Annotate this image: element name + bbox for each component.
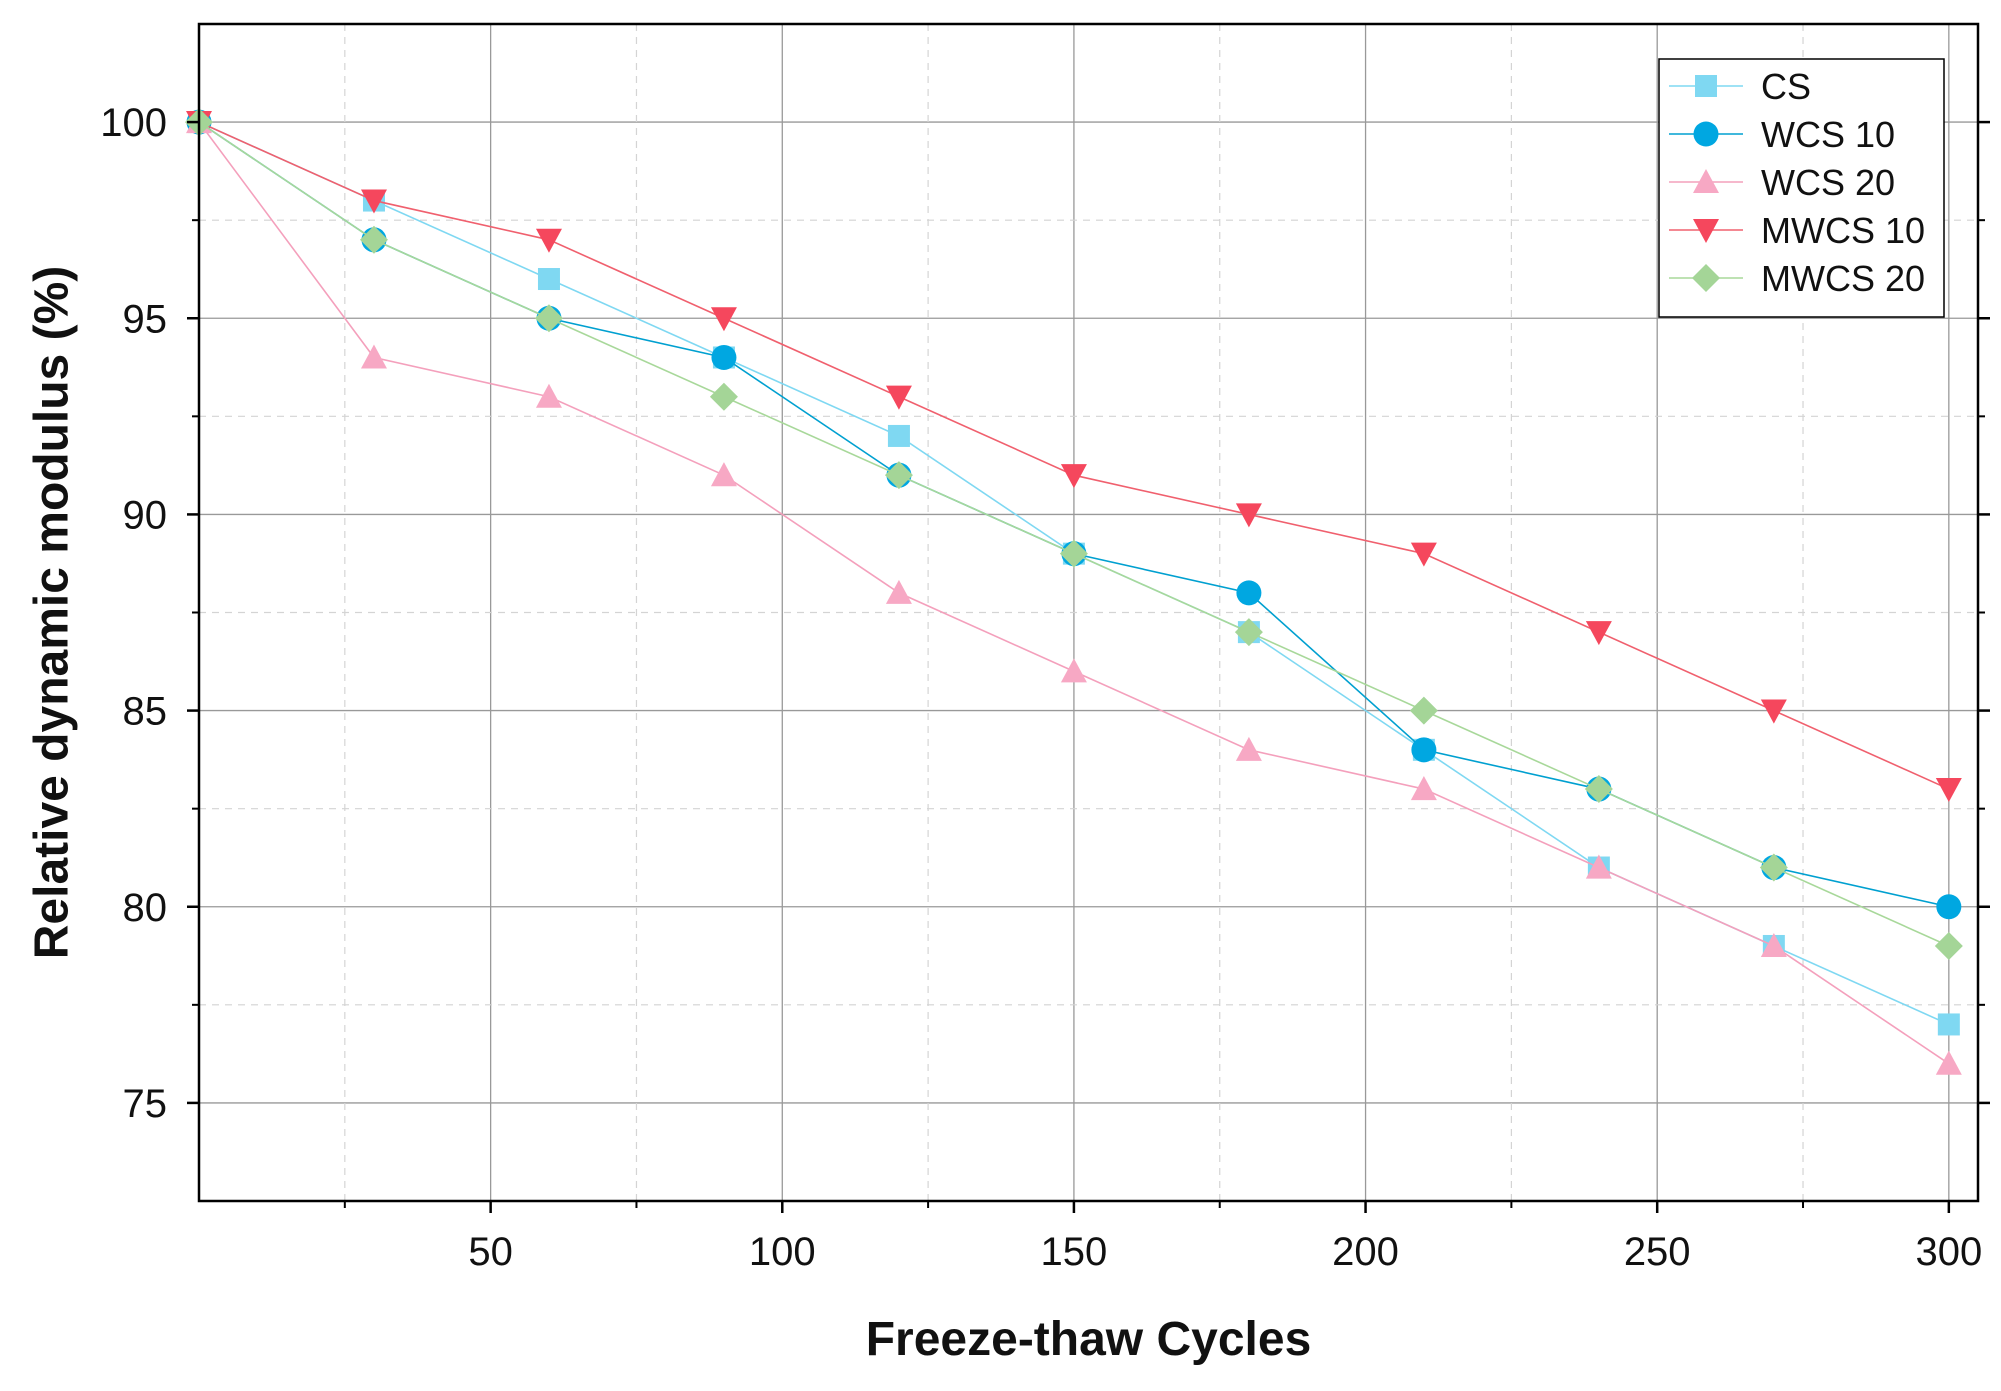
data-point-mwcs-10	[1235, 503, 1262, 528]
y-tick-label: 80	[123, 886, 168, 930]
data-point-wcs-20	[1060, 658, 1087, 683]
legend-label-wcs-10: WCS 10	[1761, 114, 1895, 155]
data-point-wcs-20	[1935, 1050, 1962, 1075]
data-point-wcs-20	[1410, 776, 1437, 801]
data-point-mwcs-10	[1060, 464, 1087, 489]
y-axis-title: Relative dynamic modulus (%)	[26, 266, 79, 960]
legend-marker-cs	[1695, 75, 1717, 97]
legend-label-mwcs-20: MWCS 20	[1761, 258, 1925, 299]
x-axis-title: Freeze-thaw Cycles	[866, 1313, 1312, 1366]
x-tick-label: 100	[749, 1230, 816, 1274]
legend-marker-wcs-20	[1693, 169, 1719, 194]
x-tick-label: 300	[1915, 1230, 1982, 1274]
y-tick-label: 90	[123, 493, 168, 537]
legend-label-mwcs-10: MWCS 10	[1761, 210, 1925, 251]
data-point-mwcs-10	[1410, 542, 1437, 567]
data-point-mwcs-20	[359, 225, 388, 254]
grid-lines	[199, 24, 1978, 1201]
legend: CS WCS 10 WCS 20 MWCS 10 MWCS 20	[1658, 58, 1945, 318]
data-point-wcs-20	[1760, 932, 1787, 958]
legend-item-mwcs-10: MWCS 10	[1669, 210, 1925, 251]
data-point-mwcs-20	[1059, 539, 1088, 568]
data-point-mwcs-10	[1760, 699, 1787, 724]
data-point-wcs-10	[711, 344, 737, 370]
y-tick-label: 85	[123, 690, 168, 734]
data-point-mwcs-10	[1935, 778, 1962, 803]
x-tick-label: 150	[1041, 1230, 1108, 1274]
data-point-wcs-20	[360, 344, 387, 369]
legend-item-cs: CS	[1669, 66, 1811, 107]
data-point-mwcs-20	[1584, 775, 1613, 804]
legend-item-wcs-20: WCS 20	[1669, 162, 1895, 203]
data-series	[185, 108, 1963, 1075]
data-point-wcs-10	[1936, 894, 1962, 920]
data-point-wcs-20	[710, 462, 737, 487]
legend-item-mwcs-20: MWCS 20	[1669, 258, 1925, 299]
data-point-wcs-20	[1585, 854, 1612, 879]
data-point-mwcs-10	[360, 189, 387, 214]
data-point-mwcs-10	[710, 307, 737, 332]
data-point-mwcs-20	[1409, 696, 1438, 725]
axis-ticks: 50 100 150 200 250 300 75 80 85 90 95 100	[100, 101, 1990, 1274]
legend-label-wcs-20: WCS 20	[1761, 162, 1895, 203]
legend-marker-wcs-10	[1693, 121, 1719, 147]
data-point-cs	[1937, 1013, 1960, 1036]
data-point-mwcs-20	[1934, 931, 1963, 960]
data-point-mwcs-20	[884, 461, 913, 490]
legend-label-cs: CS	[1761, 66, 1811, 107]
legend-marker-mwcs-20	[1692, 264, 1720, 292]
data-point-mwcs-10	[1585, 621, 1612, 646]
x-tick-label: 250	[1624, 1230, 1691, 1274]
legend-marker-mwcs-10	[1693, 218, 1719, 243]
data-point-cs	[537, 268, 560, 291]
x-tick-label: 50	[468, 1230, 513, 1274]
data-point-mwcs-20	[1759, 853, 1788, 882]
y-tick-label: 100	[100, 101, 167, 145]
y-tick-label: 95	[123, 297, 168, 341]
data-point-mwcs-20	[1234, 618, 1263, 647]
data-point-mwcs-10	[885, 385, 912, 410]
data-point-wcs-20	[1235, 736, 1262, 761]
data-point-wcs-10	[1411, 737, 1437, 763]
data-point-mwcs-10	[535, 228, 562, 253]
data-point-wcs-20	[885, 579, 912, 604]
legend-item-wcs-10: WCS 10	[1669, 114, 1895, 155]
data-point-wcs-20	[535, 383, 562, 408]
data-point-mwcs-20	[534, 304, 563, 333]
data-point-wcs-10	[1236, 580, 1262, 606]
data-point-cs	[887, 424, 910, 447]
series-mwcs-20	[185, 108, 1963, 960]
y-tick-label: 75	[123, 1082, 168, 1126]
data-point-mwcs-20	[709, 382, 738, 411]
x-tick-label: 200	[1332, 1230, 1399, 1274]
